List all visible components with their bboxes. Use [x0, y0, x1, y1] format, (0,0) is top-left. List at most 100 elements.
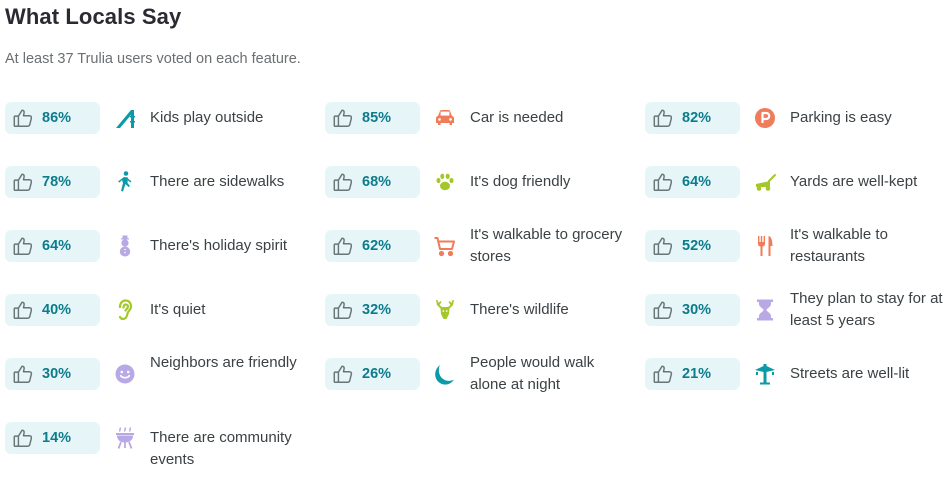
hourglass-icon	[752, 297, 778, 323]
car-icon	[432, 105, 458, 131]
grill-icon	[112, 425, 138, 451]
vote-percent: 21%	[682, 366, 712, 382]
vote-button[interactable]: 64%	[5, 230, 100, 262]
feature-item: 32% There's wildlife	[325, 294, 645, 358]
vote-percent: 64%	[42, 238, 72, 254]
thumbs-up-icon	[652, 107, 674, 129]
vote-percent: 82%	[682, 110, 712, 126]
walking-person-icon	[112, 169, 138, 195]
feature-label: It's walkable to grocery stores	[470, 226, 623, 265]
ear-icon	[112, 297, 138, 323]
what-locals-say-section: What Locals Say At least 37 Trulia users…	[5, 4, 943, 468]
vote-percent: 40%	[42, 302, 72, 318]
feature-item: 85% Car is needed	[325, 102, 645, 166]
slide-icon	[112, 105, 138, 131]
vote-percent: 32%	[362, 302, 392, 318]
feature-item: 64% Yards are well-kept	[645, 166, 943, 230]
vote-button[interactable]: 52%	[645, 230, 740, 262]
vote-button[interactable]: 86%	[5, 102, 100, 134]
feature-label: There's wildlife	[470, 301, 569, 318]
thumbs-up-icon	[12, 235, 34, 257]
feature-item: 26% People would walk alone at night	[325, 354, 645, 422]
feature-label: Streets are well-lit	[790, 365, 910, 382]
vote-percent: 30%	[682, 302, 712, 318]
vote-percent: 52%	[682, 238, 712, 254]
vote-button[interactable]: 30%	[5, 358, 100, 390]
vote-button[interactable]: 32%	[325, 294, 420, 326]
feature-item: 40% It's quiet	[5, 294, 325, 358]
feature-label: There are community events	[150, 429, 292, 468]
vote-percent: 64%	[682, 174, 712, 190]
feature-label: People would walk alone at night	[470, 354, 595, 393]
deer-icon	[432, 297, 458, 323]
thumbs-up-icon	[12, 299, 34, 321]
thumbs-up-icon	[332, 363, 354, 385]
thumbs-up-icon	[652, 363, 674, 385]
vote-percent: 14%	[42, 430, 72, 446]
vote-percent: 26%	[362, 366, 392, 382]
feature-label: There are sidewalks	[150, 173, 285, 190]
feature-item: 62% It's walkable to grocery stores	[325, 226, 645, 294]
feature-label: Kids play outside	[150, 109, 264, 126]
vote-button[interactable]: 30%	[645, 294, 740, 326]
vote-percent: 78%	[42, 174, 72, 190]
snowman-icon	[112, 233, 138, 259]
feature-item: 52% It's walkable to restaurants	[645, 226, 943, 294]
vote-button[interactable]: 26%	[325, 358, 420, 390]
feature-label: Parking is easy	[790, 109, 892, 126]
thumbs-up-icon	[652, 171, 674, 193]
fork-knife-icon	[752, 233, 778, 259]
smiley-icon	[112, 361, 138, 387]
thumbs-up-icon	[332, 107, 354, 129]
thumbs-up-icon	[12, 107, 34, 129]
feature-label: It's quiet	[150, 301, 206, 318]
feature-label: They plan to stay for at least 5 years	[790, 290, 943, 329]
vote-percent: 86%	[42, 110, 72, 126]
thumbs-up-icon	[332, 235, 354, 257]
feature-label: It's walkable to restaurants	[790, 226, 888, 265]
shopping-cart-icon	[432, 233, 458, 259]
vote-button[interactable]: 85%	[325, 102, 420, 134]
vote-button[interactable]: 64%	[645, 166, 740, 198]
feature-item: 21% Streets are well-lit	[645, 358, 943, 422]
thumbs-up-icon	[652, 235, 674, 257]
vote-button[interactable]: 68%	[325, 166, 420, 198]
thumbs-up-icon	[652, 299, 674, 321]
thumbs-up-icon	[332, 171, 354, 193]
feature-item: 64% There's holiday spirit	[5, 230, 325, 294]
feature-label: Neighbors are friendly	[150, 354, 297, 371]
vote-button[interactable]: 78%	[5, 166, 100, 198]
feature-item: 30% They plan to stay for at least 5 yea…	[645, 290, 943, 358]
vote-button[interactable]: 82%	[645, 102, 740, 134]
thumbs-up-icon	[12, 427, 34, 449]
vote-button[interactable]: 14%	[5, 422, 100, 454]
street-lamp-icon	[752, 361, 778, 387]
vote-button[interactable]: 21%	[645, 358, 740, 390]
feature-label: It's dog friendly	[470, 173, 571, 190]
moon-icon	[432, 361, 458, 387]
feature-item: 86% Kids play outside	[5, 102, 325, 166]
section-subtitle: At least 37 Trulia users voted on each f…	[5, 51, 301, 67]
lawn-mower-icon	[752, 169, 778, 195]
feature-item: 78% There are sidewalks	[5, 166, 325, 230]
feature-item: 30% Neighbors are friendly	[5, 354, 325, 422]
paw-icon	[432, 169, 458, 195]
vote-percent: 62%	[362, 238, 392, 254]
parking-icon	[752, 105, 778, 131]
thumbs-up-icon	[12, 171, 34, 193]
feature-label: There's holiday spirit	[150, 237, 288, 254]
thumbs-up-icon	[12, 363, 34, 385]
thumbs-up-icon	[332, 299, 354, 321]
feature-item: 14% There are community events	[5, 422, 325, 486]
vote-percent: 85%	[362, 110, 392, 126]
feature-label: Car is needed	[470, 109, 564, 126]
section-title: What Locals Say	[5, 4, 182, 29]
feature-item: 82% Parking is easy	[645, 102, 943, 166]
feature-item: 68% It's dog friendly	[325, 166, 645, 230]
vote-percent: 68%	[362, 174, 392, 190]
vote-percent: 30%	[42, 366, 72, 382]
vote-button[interactable]: 40%	[5, 294, 100, 326]
feature-label: Yards are well-kept	[790, 173, 918, 190]
vote-button[interactable]: 62%	[325, 230, 420, 262]
features-grid: 86% Kids play outside 85% Car is needed …	[5, 102, 943, 486]
